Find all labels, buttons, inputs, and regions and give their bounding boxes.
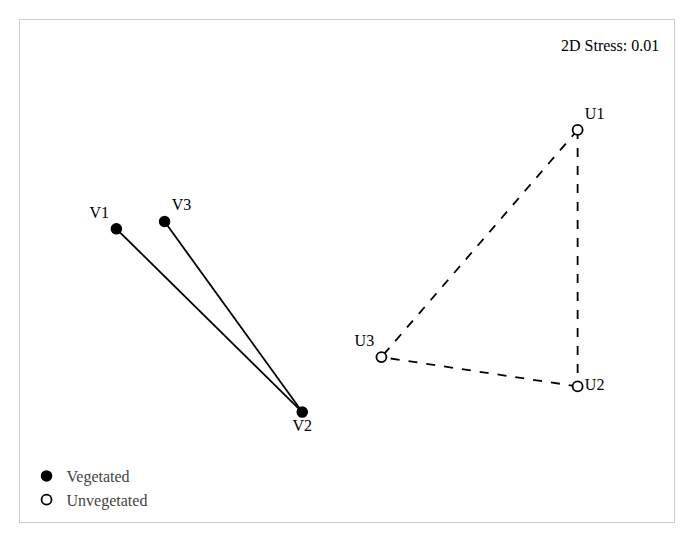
- svg-text:Unvegetated: Unvegetated: [67, 492, 148, 510]
- svg-text:V2: V2: [292, 417, 312, 434]
- svg-text:U2: U2: [585, 376, 605, 393]
- svg-text:Vegetated: Vegetated: [67, 468, 130, 486]
- svg-text:2D Stress: 0.01: 2D Stress: 0.01: [561, 37, 659, 54]
- svg-text:U3: U3: [355, 332, 375, 349]
- svg-text:U1: U1: [585, 105, 605, 122]
- svg-text:V3: V3: [172, 196, 192, 213]
- svg-text:V1: V1: [90, 204, 110, 221]
